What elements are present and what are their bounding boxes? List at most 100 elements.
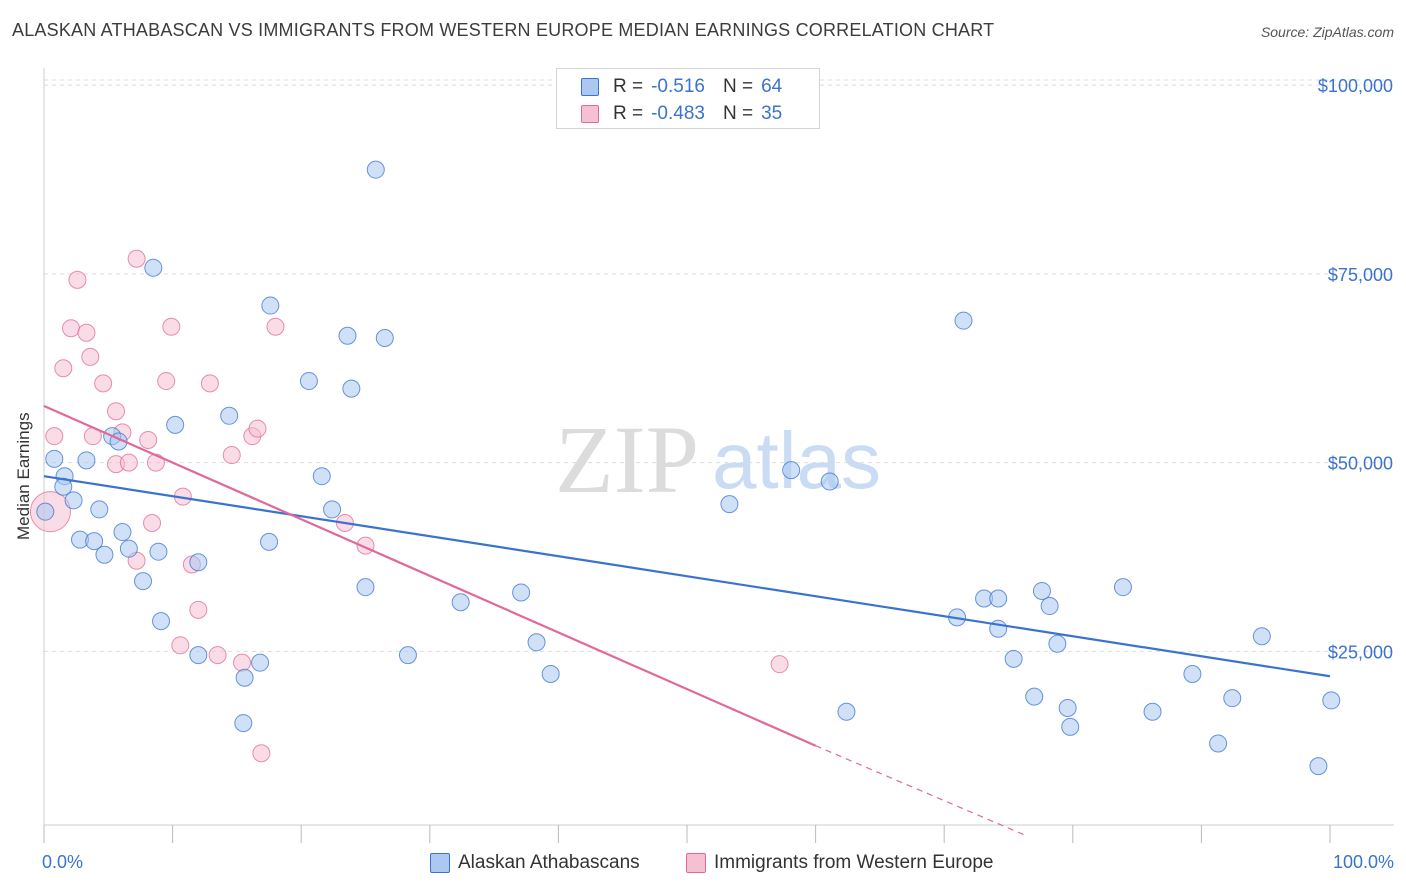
point-alaskan-athabascan xyxy=(1040,597,1059,616)
point-alaskan-athabascan xyxy=(820,472,839,491)
trend-line-alaskan-athabascans xyxy=(43,475,1331,678)
point-alaskan-athabascan xyxy=(144,258,163,277)
point-alaskan-athabascan xyxy=(189,646,208,665)
point-western-europe xyxy=(54,359,73,378)
point-alaskan-athabascan xyxy=(1252,627,1271,646)
point-alaskan-athabascan xyxy=(1032,581,1051,600)
point-alaskan-athabascan xyxy=(451,593,470,612)
point-alaskan-athabascan xyxy=(338,326,357,345)
y-tick-label: $100,000 xyxy=(1318,76,1393,96)
legend-r-value-1: -0.516 xyxy=(651,76,705,97)
point-alaskan-athabascan xyxy=(1209,734,1228,753)
point-alaskan-athabascan xyxy=(1223,689,1242,708)
point-alaskan-athabascan xyxy=(527,633,546,652)
point-western-europe xyxy=(62,319,81,338)
point-alaskan-athabascan xyxy=(299,372,318,391)
point-western-europe xyxy=(222,446,241,465)
point-alaskan-athabascan xyxy=(342,379,361,398)
bottom-legend-series2: Immigrants from Western Europe xyxy=(686,852,993,874)
legend-r-label-2: R = xyxy=(613,103,644,124)
x-axis-min-label: 0.0% xyxy=(42,852,84,872)
point-alaskan-athabascan xyxy=(398,646,417,665)
point-alaskan-athabascan xyxy=(36,502,55,521)
point-western-europe xyxy=(248,419,267,438)
y-tick-label: $50,000 xyxy=(1328,454,1393,474)
legend-r-label-1: R = xyxy=(613,76,644,97)
bottom-legend-swatch-blue xyxy=(430,853,450,873)
legend-swatch-pink xyxy=(581,105,599,123)
y-tick-label: $75,000 xyxy=(1328,265,1393,285)
point-alaskan-athabascan xyxy=(113,523,132,542)
point-alaskan-athabascan xyxy=(954,311,973,330)
point-alaskan-athabascan xyxy=(512,583,531,602)
point-western-europe xyxy=(81,347,100,366)
point-western-europe xyxy=(252,744,271,763)
trend-line-western-europe xyxy=(43,404,817,747)
point-alaskan-athabascan xyxy=(1048,634,1067,653)
point-western-europe xyxy=(157,372,176,391)
point-alaskan-athabascan xyxy=(989,589,1008,608)
legend-n-label-2: N = xyxy=(722,103,754,124)
legend-r-value-2: -0.483 xyxy=(651,103,705,124)
point-western-europe xyxy=(189,600,208,619)
point-alaskan-athabascan xyxy=(323,500,342,519)
point-alaskan-athabascan xyxy=(1004,649,1023,668)
point-western-europe xyxy=(77,323,96,342)
trend-lines xyxy=(43,404,1331,837)
point-alaskan-athabascan xyxy=(251,653,270,672)
bottom-legend-label-2: Immigrants from Western Europe xyxy=(714,852,994,873)
point-alaskan-athabascan xyxy=(152,612,171,631)
watermark-zip: ZIP xyxy=(555,406,699,513)
chart-title: ALASKAN ATHABASCAN VS IMMIGRANTS FROM WE… xyxy=(12,20,995,40)
point-alaskan-athabascan xyxy=(149,542,168,561)
point-alaskan-athabascan xyxy=(134,572,153,591)
point-western-europe xyxy=(233,653,252,672)
point-alaskan-athabascan xyxy=(782,461,801,480)
point-alaskan-athabascan xyxy=(90,500,109,519)
point-alaskan-athabascan xyxy=(234,714,253,733)
point-alaskan-athabascan xyxy=(1143,702,1162,721)
y-axis-label: Median Earnings xyxy=(14,412,33,540)
point-alaskan-athabascan xyxy=(166,415,185,434)
bottom-legend-swatch-pink xyxy=(686,853,706,873)
point-alaskan-athabascan xyxy=(220,406,239,425)
legend-swatch-blue xyxy=(581,78,599,96)
point-alaskan-athabascan xyxy=(189,553,208,572)
point-alaskan-athabascan xyxy=(356,578,375,597)
legend-n-label-1: N = xyxy=(722,76,754,97)
point-western-europe xyxy=(45,427,64,446)
watermark-atlas: atlas xyxy=(712,416,881,505)
bottom-legend-series1: Alaskan Athabascans xyxy=(430,852,640,874)
point-alaskan-athabascan xyxy=(45,449,64,468)
point-alaskan-athabascan xyxy=(1309,757,1328,776)
point-alaskan-athabascan xyxy=(1058,698,1077,717)
point-western-europe xyxy=(171,636,190,655)
point-alaskan-athabascan xyxy=(64,491,83,510)
point-western-europe xyxy=(208,646,227,665)
point-western-europe xyxy=(200,374,219,393)
series-alaskan-athabascans xyxy=(36,160,1341,776)
y-tick-label: $25,000 xyxy=(1328,642,1393,662)
y-tick-labels: $25,000 $50,000 $75,000 $100,000 xyxy=(1318,76,1393,662)
point-alaskan-athabascan xyxy=(1025,687,1044,706)
point-western-europe xyxy=(94,374,113,393)
point-western-europe xyxy=(68,270,87,289)
point-alaskan-athabascan xyxy=(261,296,280,315)
point-alaskan-athabascan xyxy=(1183,665,1202,683)
point-alaskan-athabascan xyxy=(1113,578,1132,597)
axes xyxy=(43,68,1394,843)
point-alaskan-athabascan xyxy=(375,329,394,348)
point-western-europe xyxy=(162,317,181,336)
legend-n-value-1: 64 xyxy=(761,76,783,97)
point-alaskan-athabascan xyxy=(312,467,331,486)
trend-line-western-europe-extension xyxy=(815,745,1029,837)
point-western-europe xyxy=(770,655,789,674)
watermark: ZIP atlas xyxy=(555,406,881,513)
point-alaskan-athabascan xyxy=(541,665,560,683)
legend-row-series1: R = -0.516 N = 64 xyxy=(581,76,782,98)
point-alaskan-athabascan xyxy=(837,702,856,721)
point-alaskan-athabascan xyxy=(1061,717,1080,736)
point-western-europe xyxy=(143,514,162,532)
point-western-europe xyxy=(127,249,146,268)
point-western-europe xyxy=(119,453,138,472)
